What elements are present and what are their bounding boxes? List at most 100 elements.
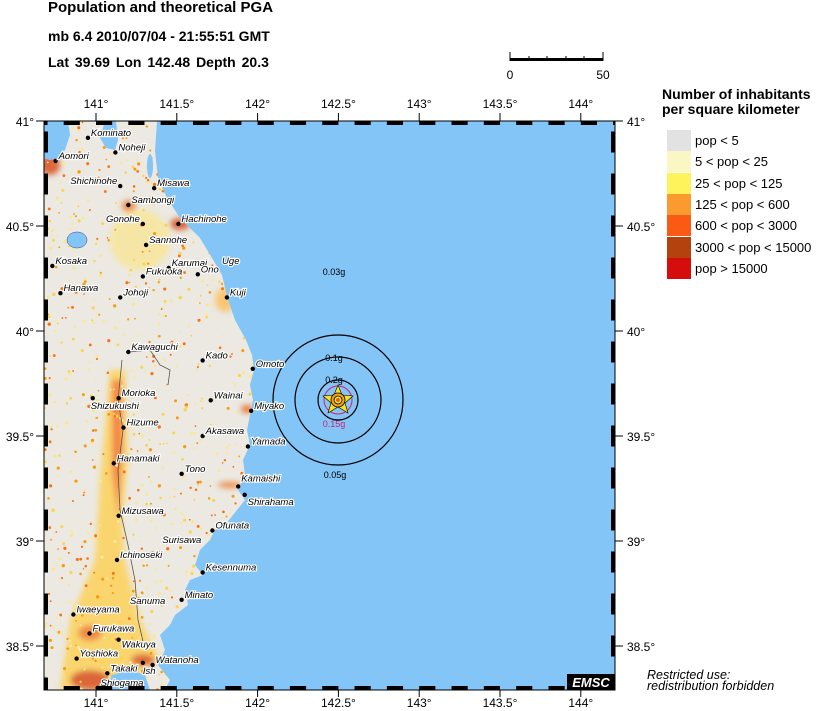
population-dot [47,592,51,596]
population-dot [152,257,155,260]
frame-dash [44,121,48,125]
frame-dash [322,686,339,690]
population-dot [91,306,95,310]
population-dot [91,319,93,322]
population-dot [140,434,144,438]
population-dot [97,176,100,179]
population-dot [121,137,125,140]
population-dot [132,413,136,416]
legend-item: 25 < pop < 125 [667,172,821,194]
town-label: Furukawa [93,623,135,634]
population-dot [153,232,157,236]
legend-label: 5 < pop < 25 [695,154,769,170]
population-dot [176,264,180,268]
population-dot [250,363,254,366]
town-label: Takaki [110,663,138,674]
population-dot [57,548,59,550]
population-dot [138,408,141,411]
population-dot [211,264,214,267]
pga-contours: 0.03g 0.1g 0.2g 0.15g 0.05g [272,267,404,480]
population-dot [137,422,140,425]
population-dot [82,282,86,286]
town-marker: Kosaka [50,255,88,269]
population-dot [130,448,133,451]
population-dot [170,340,174,344]
pga-label: 0.2g [325,375,343,385]
population-dot [69,570,73,574]
population-dot [169,405,172,408]
population-dot [119,554,121,557]
population-dot [53,400,57,404]
population-dot [148,622,151,626]
town-marker: Kuji [224,286,248,300]
population-dot [142,174,145,177]
population-dot [129,246,133,250]
population-dot [131,589,135,593]
population-dot [237,373,241,378]
population-dot [161,412,165,416]
population-dot [183,408,187,412]
population-dot [178,344,182,349]
population-dot [113,410,116,413]
population-dot [72,266,75,270]
population-dot [134,285,138,289]
population-dot [98,401,102,405]
latitude-tick-label: 40° [627,325,645,339]
latitude-tick-label: 41° [627,115,645,129]
population-dot [140,669,145,673]
population-dot [105,320,108,323]
population-dot [241,371,245,375]
population-dot [160,604,163,607]
population-dot [122,470,126,474]
town-marker: Kominato [85,127,132,140]
town-marker: Gonohe [105,213,146,227]
town-label: Yoshioka [80,649,119,660]
population-dot [79,680,82,684]
population-dot [81,216,85,220]
population-dot [106,371,110,375]
population-dot [79,141,82,144]
population-dot [136,488,140,492]
population-dot [172,348,176,352]
population-dot [69,640,72,643]
population-dot [80,563,83,565]
town-marker: Kawaguchi [126,341,180,355]
population-dot [192,446,196,450]
town-dot-icon [151,186,157,191]
population-dot [162,358,167,362]
population-dot [214,514,217,516]
population-dot [65,402,69,405]
population-dot [169,353,172,356]
population-dot [179,492,182,495]
population-dot [161,187,163,190]
population-dot [48,638,53,643]
population-dot [132,432,136,436]
population-dot [128,496,132,500]
pga-label: 0.05g [324,470,347,480]
population-dot [228,443,231,447]
population-dot [170,522,174,526]
population-dot [85,606,89,610]
town-dot-icon [208,398,213,403]
population-dot [135,643,138,646]
frame-dash [354,686,371,690]
population-dot [70,563,73,566]
population-dot [92,409,96,413]
town-marker: Fukuoka [140,265,183,279]
population-dot [95,355,98,358]
population-dot [157,281,160,284]
population-dot [87,523,90,526]
latitude-tick-label: 39° [16,535,34,549]
population-dot [197,542,200,545]
population-dot [111,571,115,575]
latitude-tick-label: 41° [16,115,34,129]
population-dot [50,646,54,650]
town-dot-icon [242,492,247,497]
population-dot [157,334,161,338]
frame-dash [160,121,177,125]
population-dot [75,620,77,622]
population-dot [50,425,53,429]
population-dot [44,406,47,409]
population-dot [174,399,178,403]
